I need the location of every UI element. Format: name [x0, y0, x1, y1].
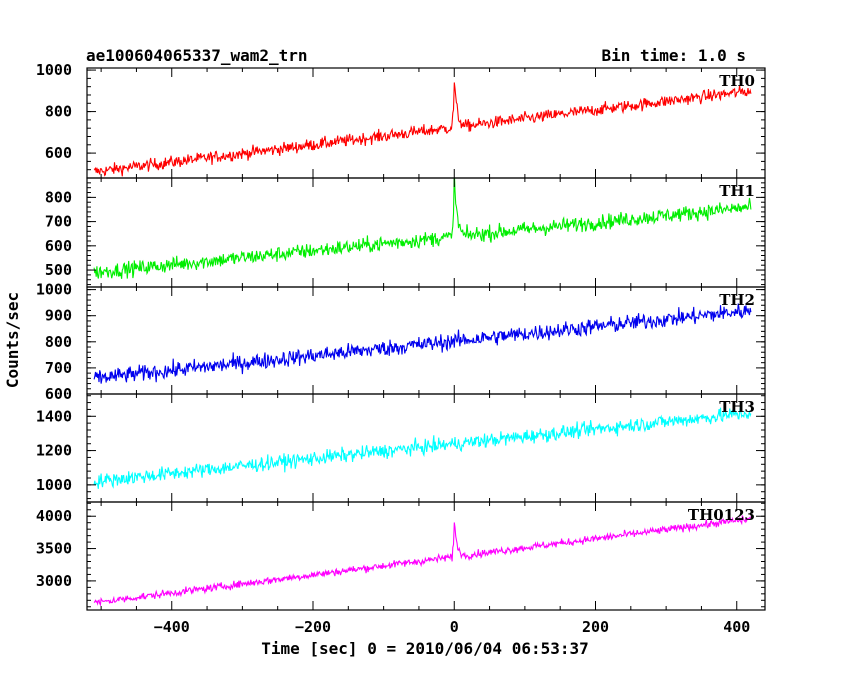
x-axis: −400 −200 0 200 400 [154, 618, 751, 636]
y-tick-label: 3000 [36, 572, 72, 590]
panel-label-th2: TH2 [719, 291, 755, 309]
series-th1-line [93, 178, 752, 279]
series-th3-line [93, 407, 752, 489]
panel-frame [86, 501, 766, 611]
y-tick-label: 1000 [36, 281, 72, 299]
panel-label-th1: TH1 [719, 182, 755, 200]
panel-frame [86, 286, 766, 395]
series-th0123-line [93, 515, 752, 607]
panel-th3: 1000 1200 1400 TH3 [36, 393, 766, 503]
plot-title: ae100604065337_wam2_trn [86, 46, 308, 65]
panel-label-th3: TH3 [719, 398, 755, 416]
y-tick-label: 3500 [36, 540, 72, 558]
y-tick-label: 1000 [36, 61, 72, 79]
bin-time-label: Bin time: 1.0 s [602, 46, 747, 65]
panel-label-th0: TH0 [719, 72, 755, 90]
y-tick-label: 4000 [36, 507, 72, 525]
y-tick-label: 800 [45, 333, 72, 351]
panel-th0123: 3000 3500 4000 TH0123 [36, 501, 766, 611]
y-tick-label: 1200 [36, 442, 72, 460]
y-axis-label: Counts/sec [3, 292, 22, 388]
series-th0-line [93, 82, 752, 177]
y-tick-label: 600 [45, 144, 72, 162]
x-tick-label: 200 [582, 618, 609, 636]
x-tick-label: −400 [154, 618, 190, 636]
y-tick-label: 700 [45, 359, 72, 377]
x-tick-label: 400 [723, 618, 750, 636]
x-tick-label: 0 [450, 618, 459, 636]
panel-frame [86, 177, 766, 288]
panel-th0: 600 800 1000 TH0 [36, 61, 766, 179]
y-tick-label: 900 [45, 307, 72, 325]
series-th2-line [93, 303, 752, 384]
x-axis-label: Time [sec] 0 = 2010/06/04 06:53:37 [261, 639, 589, 658]
panel-th1: 500 600 700 800 TH1 [45, 177, 766, 288]
y-tick-label: 800 [45, 103, 72, 121]
y-tick-label: 600 [45, 385, 72, 403]
panels-group: 600 800 1000 TH0 500 600 700 800 TH1 600 700 800 900… [36, 61, 766, 611]
y-tick-label: 800 [45, 188, 72, 206]
x-tick-label: −200 [295, 618, 331, 636]
y-tick-label: 700 [45, 213, 72, 231]
y-tick-label: 500 [45, 261, 72, 279]
y-tick-label: 1000 [36, 476, 72, 494]
y-tick-label: 600 [45, 237, 72, 255]
panel-th2: 600 700 800 900 1000 TH2 [36, 281, 766, 403]
y-tick-label: 1400 [36, 407, 72, 425]
panel-label-th0123: TH0123 [688, 506, 755, 524]
